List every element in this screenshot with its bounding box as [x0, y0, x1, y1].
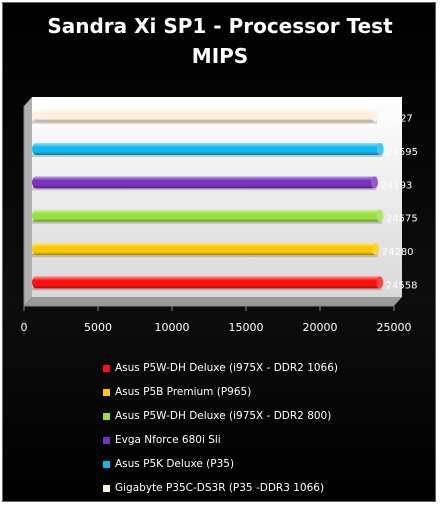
x-tick-label: 5000: [84, 321, 112, 334]
x-tick-label: 15000: [229, 321, 264, 334]
legend-label: Asus P5W-DH Deluxe (i975X - DDR2 800): [115, 410, 332, 422]
bar-end-cap: [376, 143, 384, 155]
legend-swatch: [103, 460, 110, 468]
legend-swatch: [103, 388, 110, 396]
x-tick-label: 25000: [377, 321, 412, 334]
x-tick-label: 0: [21, 321, 28, 334]
legend-label: Asus P5K Deluxe (P35): [115, 458, 235, 470]
bar-shadow: [32, 154, 383, 157]
bar-0: [32, 276, 382, 289]
bar-shadow: [32, 120, 377, 124]
legend-label: Evga Nforce 680i Sli: [115, 434, 221, 446]
data-label: 24280: [382, 247, 414, 258]
legend-swatch: [103, 436, 110, 444]
legend-item: Asus P5K Deluxe (P35): [103, 456, 234, 472]
bar-3: [32, 176, 377, 189]
bar-shadow: [32, 187, 377, 191]
plot-back-wall: [32, 97, 402, 297]
bar-end-cap: [376, 276, 384, 289]
bar-end-cap: [371, 109, 379, 122]
bar-end-cap: [372, 243, 380, 255]
x-tick-label: 10000: [155, 321, 190, 334]
legend-swatch: [103, 484, 110, 492]
legend-item: Gigabyte P35C-DS3R (P35 -DDR3 1066): [103, 480, 324, 496]
legend-swatch: [103, 364, 110, 372]
legend-item: Asus P5W-DH Deluxe (i975X - DDR2 800): [103, 408, 331, 424]
chart-title: Sandra Xi SP1 - Processor Test: [47, 14, 393, 38]
bar-4: [32, 143, 383, 155]
data-label: 24558: [386, 280, 418, 291]
legend-item: Asus P5W-DH Deluxe (i975X - DDR2 1066): [103, 360, 338, 376]
bar-end-cap: [376, 209, 384, 222]
legend-label: Asus P5W-DH Deluxe (i975X - DDR2 1066): [115, 362, 339, 374]
x-tick-label: 20000: [303, 321, 338, 334]
bar-shadow: [32, 220, 382, 224]
bar-shadow: [32, 254, 378, 257]
bar-end-cap: [371, 176, 379, 189]
data-label: 24595: [386, 147, 418, 158]
legend-swatch: [103, 412, 110, 420]
data-label: 24227: [381, 114, 413, 125]
bar-shadow: [32, 287, 382, 291]
plot-left-wall: [24, 97, 32, 306]
chart-subtitle: MIPS: [191, 44, 249, 68]
plot-floor: [24, 297, 402, 306]
bar-2: [32, 209, 382, 222]
data-label: 24575: [386, 214, 418, 225]
legend-item: Asus P5B Premium (P965): [103, 384, 251, 400]
data-label: 24193: [381, 180, 413, 191]
bar-5: [32, 109, 377, 122]
bar-1: [32, 243, 378, 255]
legend-label: Asus P5B Premium (P965): [115, 386, 252, 398]
legend-item: Evga Nforce 680i Sli: [103, 432, 221, 448]
legend-label: Gigabyte P35C-DS3R (P35 -DDR3 1066): [115, 482, 325, 494]
